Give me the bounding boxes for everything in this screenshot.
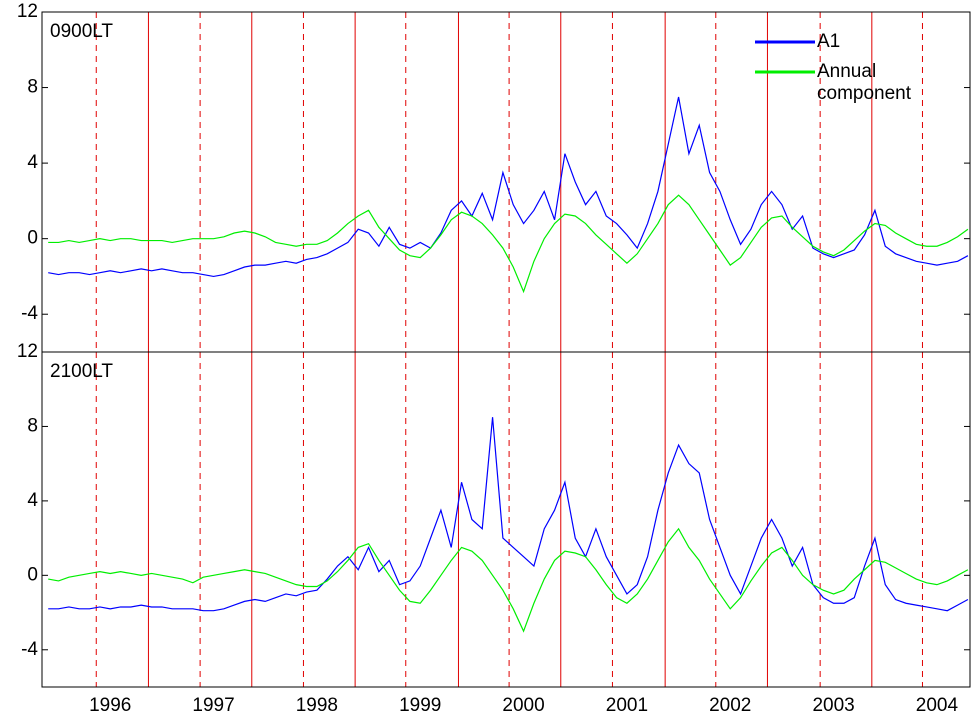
series-line	[48, 527, 969, 633]
x-tick-label: 1996	[89, 695, 131, 716]
x-tick-label: 1997	[192, 695, 234, 716]
x-tick-label: 2000	[502, 695, 544, 716]
y-tick-label: 0	[27, 564, 38, 585]
plot-frame	[41, 351, 971, 688]
plot-area	[48, 352, 969, 687]
y-tick-label: -4	[21, 303, 38, 324]
legend-entry: A1	[817, 31, 841, 52]
series-line	[48, 194, 969, 294]
y-tick-label: 4	[27, 152, 38, 173]
y-tick-label: 8	[27, 415, 38, 436]
x-tick-label: 2001	[606, 695, 648, 716]
legend-label: Annual component	[817, 61, 912, 104]
panel-label: 0900LT	[50, 21, 113, 42]
y-tick-label: 12	[17, 1, 38, 22]
legend-entry: Annual component	[817, 61, 912, 104]
legend-label: A1	[817, 31, 841, 52]
y-tick-label: -4	[21, 639, 38, 660]
plot-area	[48, 12, 969, 352]
y-tick-label: 12	[17, 341, 38, 362]
y-tick-label: 8	[27, 77, 38, 98]
x-tick-label: 2003	[812, 695, 854, 716]
x-tick-label: 2004	[916, 695, 959, 716]
x-tick-label: 2002	[709, 695, 751, 716]
x-tick-label: 1998	[296, 695, 338, 716]
series-line	[48, 417, 969, 612]
series-line	[48, 96, 969, 278]
panel-label: 2100LT	[50, 361, 113, 382]
y-tick-label: 0	[27, 228, 38, 249]
y-tick-label: 4	[27, 490, 38, 511]
x-tick-label: 1999	[399, 695, 441, 716]
